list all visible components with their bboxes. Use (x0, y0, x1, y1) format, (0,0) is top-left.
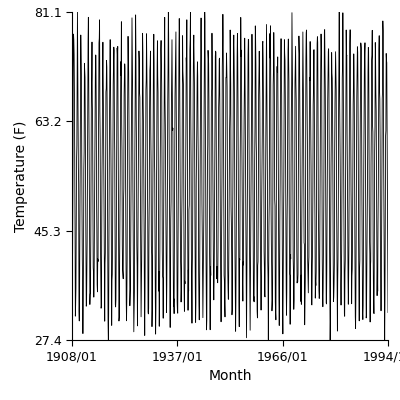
X-axis label: Month: Month (208, 369, 252, 383)
Y-axis label: Temperature (F): Temperature (F) (14, 120, 28, 232)
